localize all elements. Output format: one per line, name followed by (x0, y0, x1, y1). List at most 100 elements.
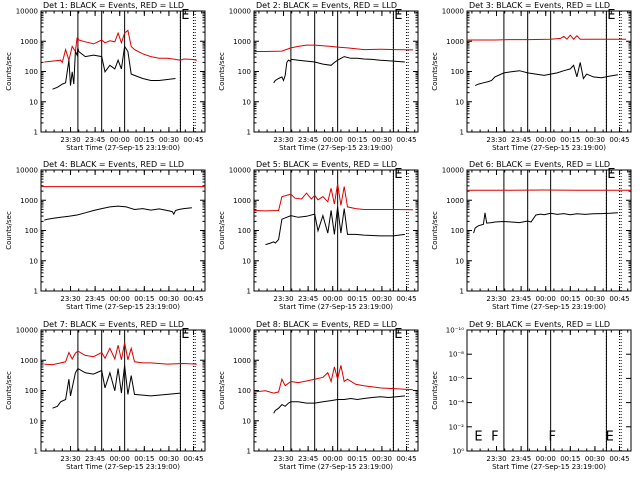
x-tick-label: 23:30 (60, 295, 80, 303)
y-tick-label: 10000 (16, 167, 38, 175)
x-tick-label: 00:00 (110, 136, 130, 144)
y-tick-label: 10⁻⁶ (449, 375, 465, 383)
x-tick-label: 23:45 (298, 295, 318, 303)
x-tick-label: 23:30 (60, 455, 80, 463)
x-axis-label: Start Time (27-Sep-15 23:19:00) (66, 303, 180, 311)
x-axis-label: Start Time (27-Sep-15 23:19:00) (66, 144, 180, 152)
events-series-line (273, 56, 405, 84)
x-tick-label: 23:30 (273, 455, 293, 463)
y-axis-label: Counts/sec (5, 211, 13, 250)
x-tick-label: 00:30 (159, 295, 179, 303)
y-tick-label: 10000 (229, 167, 251, 175)
plot-frame (40, 169, 206, 292)
panel-title: Det 7: BLACK = Events, RED = LLD (43, 320, 184, 329)
x-tick-label: 00:45 (183, 455, 203, 463)
panel-det-3: Det 3: BLACK = Events, RED = LLD 1 10 100 10… (431, 1, 632, 152)
x-tick-label: 00:15 (560, 455, 580, 463)
y-tick-label: 100 (25, 68, 38, 76)
flag-marker: E (607, 8, 615, 23)
y-axis-label: Counts/sec (218, 52, 226, 91)
flag-marker: E (474, 429, 482, 444)
x-tick-label: 23:45 (511, 455, 531, 463)
x-tick-label: 00:30 (372, 295, 392, 303)
x-tick-label: 00:15 (134, 455, 154, 463)
x-tick-label: 23:30 (273, 295, 293, 303)
panel-title: Det 3: BLACK = Events, RED = LLD (469, 1, 610, 10)
flag-marker: F (491, 429, 498, 444)
panel-det-2: Det 2: BLACK = Events, RED = LLD 1 10 100 10… (218, 1, 419, 152)
x-tick-label: 00:00 (536, 295, 556, 303)
y-tick-label: 100 (238, 68, 251, 76)
x-tick-label: 00:30 (159, 136, 179, 144)
lld-series-line (44, 342, 197, 366)
x-tick-label: 00:45 (609, 295, 629, 303)
x-tick-label: 00:15 (134, 136, 154, 144)
x-tick-label: 00:45 (396, 295, 416, 303)
lld-series-line (254, 44, 414, 52)
x-tick-label: 00:45 (396, 136, 416, 144)
x-tick-label: 00:00 (323, 295, 343, 303)
panel-title: Det 4: BLACK = Events, RED = LLD (43, 160, 184, 169)
panel-title: Det 6: BLACK = Events, RED = LLD (469, 160, 610, 169)
x-tick-label: 23:45 (298, 136, 318, 144)
y-axis-label: Counts/sec (431, 371, 439, 410)
x-tick-label: 00:30 (159, 455, 179, 463)
y-tick-label: 1 (247, 448, 251, 456)
y-tick-label: 10 (455, 98, 464, 106)
y-tick-label: 10000 (442, 167, 464, 175)
x-tick-label: 23:30 (486, 455, 506, 463)
x-axis-label: Start Time (27-Sep-15 23:19:00) (66, 463, 180, 471)
flag-marker: E (394, 8, 402, 23)
flag-marker: E (606, 429, 614, 444)
panel-det-9: Det 9: BLACK = Events, RED = LLD 10⁰ 10⁻² 1… (431, 320, 632, 471)
panel-det-7: Det 7: BLACK = Events, RED = LLD 1 10 100 10… (5, 320, 206, 471)
y-axis-label: Counts/sec (5, 371, 13, 410)
panel-title: Det 2: BLACK = Events, RED = LLD (256, 1, 397, 10)
x-tick-label: 00:00 (323, 136, 343, 144)
x-axis-label: Start Time (27-Sep-15 23:19:00) (279, 303, 393, 311)
x-tick-label: 00:15 (347, 295, 367, 303)
events-series-line (474, 62, 618, 87)
x-tick-label: 23:45 (85, 295, 105, 303)
x-tick-label: 00:45 (396, 455, 416, 463)
x-tick-label: 23:45 (85, 136, 105, 144)
events-series-line (265, 206, 405, 246)
y-tick-label: 1000 (20, 38, 38, 46)
y-tick-label: 100 (451, 227, 464, 235)
y-tick-label: 10⁻² (449, 423, 465, 431)
events-series-line (473, 212, 618, 234)
x-tick-label: 23:45 (511, 295, 531, 303)
y-tick-label: 10 (242, 417, 251, 425)
x-tick-label: 00:45 (183, 136, 203, 144)
panel-title: Det 9: BLACK = Events, RED = LLD (469, 320, 610, 329)
x-tick-label: 00:30 (585, 136, 605, 144)
y-tick-label: 1 (34, 288, 38, 296)
lld-series-line (253, 365, 414, 394)
y-tick-label: 10000 (229, 8, 251, 16)
x-tick-label: 00:30 (585, 455, 605, 463)
lld-series-line (253, 183, 414, 212)
x-tick-label: 00:15 (560, 295, 580, 303)
events-series-line (52, 45, 176, 90)
x-axis-label: Start Time (27-Sep-15 23:19:00) (492, 463, 606, 471)
y-axis-label: Counts/sec (218, 211, 226, 250)
y-tick-label: 10 (455, 257, 464, 265)
y-tick-label: 10⁻¹⁰ (446, 327, 464, 335)
x-tick-label: 23:30 (486, 295, 506, 303)
y-tick-label: 1 (460, 288, 464, 296)
panel-title: Det 1: BLACK = Events, RED = LLD (43, 1, 184, 10)
y-tick-label: 10 (29, 417, 38, 425)
y-tick-label: 100 (25, 387, 38, 395)
x-tick-label: 00:15 (347, 136, 367, 144)
x-tick-label: 00:00 (110, 295, 130, 303)
x-axis-label: Start Time (27-Sep-15 23:19:00) (492, 144, 606, 152)
lld-series-line (467, 34, 627, 41)
x-tick-label: 23:45 (298, 455, 318, 463)
y-tick-label: 10000 (442, 8, 464, 16)
y-tick-label: 10 (29, 98, 38, 106)
x-tick-label: 00:00 (536, 455, 556, 463)
y-tick-label: 10⁻⁸ (449, 351, 465, 359)
lld-series-line (44, 29, 197, 64)
panel-title: Det 5: BLACK = Events, RED = LLD (256, 160, 397, 169)
